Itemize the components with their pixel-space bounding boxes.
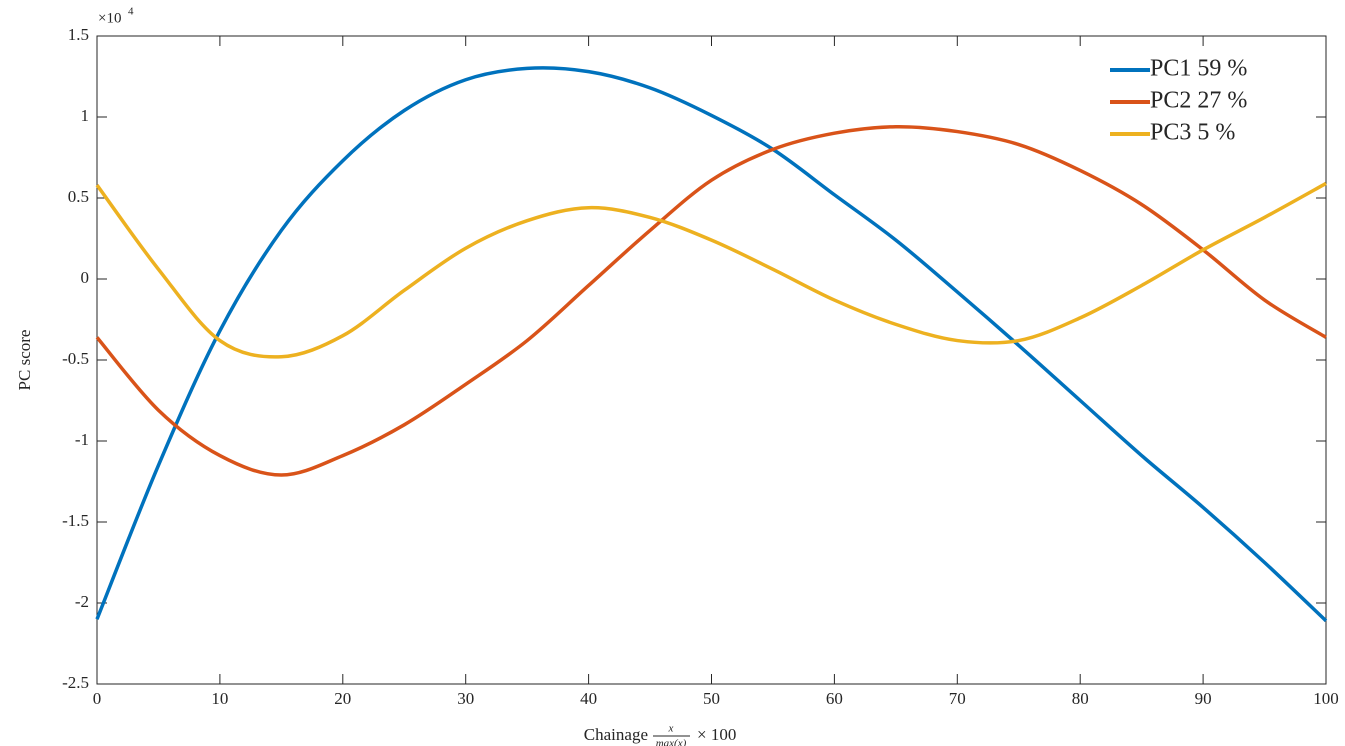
- series-line: [95, 66, 1328, 623]
- y-axis-label: PC score: [15, 330, 34, 391]
- x-tick-label: 0: [93, 689, 102, 708]
- x-tick-label: 70: [949, 689, 966, 708]
- y-tick-label: 1.5: [68, 25, 89, 44]
- legend: PC1 59 % PC2 27 % PC3 5 %: [1110, 56, 1247, 146]
- y-tick-label: 1: [81, 106, 90, 125]
- y-tick-label: 0: [81, 268, 90, 287]
- y-exponent-power: 4: [128, 6, 134, 18]
- x-tick-label: 60: [826, 689, 843, 708]
- x-tick-label: 100: [1313, 689, 1339, 708]
- x-label-numerator: x: [668, 723, 674, 735]
- y-exponent-base: ×10: [98, 10, 121, 26]
- x-tick-label: 40: [580, 689, 597, 708]
- x-tick-label: 20: [334, 689, 351, 708]
- x-tick-label: 10: [211, 689, 228, 708]
- x-tick-label: 80: [1072, 689, 1089, 708]
- y-tick-label: 0.5: [68, 187, 89, 206]
- series-line: [95, 181, 1327, 359]
- y-tick-label: -1.5: [62, 511, 89, 530]
- y-tick-label: -2: [75, 592, 89, 611]
- y-tick-label: -2.5: [62, 673, 89, 692]
- legend-label: PC1 59 %: [1150, 56, 1247, 82]
- x-label-denominator: max(x): [656, 738, 687, 746]
- y-tick-label: -0.5: [62, 349, 89, 368]
- series-line: [95, 124, 1327, 477]
- x-axis-label: Chainage: [584, 725, 648, 744]
- x-tick-label: 30: [457, 689, 474, 708]
- x-tick-label: 90: [1195, 689, 1212, 708]
- x-tick-label: 50: [703, 689, 720, 708]
- y-tick-label: -1: [75, 430, 89, 449]
- x-label-suffix: × 100: [697, 725, 736, 744]
- legend-label: PC2 27 %: [1150, 88, 1247, 114]
- legend-label: PC3 5 %: [1150, 120, 1235, 146]
